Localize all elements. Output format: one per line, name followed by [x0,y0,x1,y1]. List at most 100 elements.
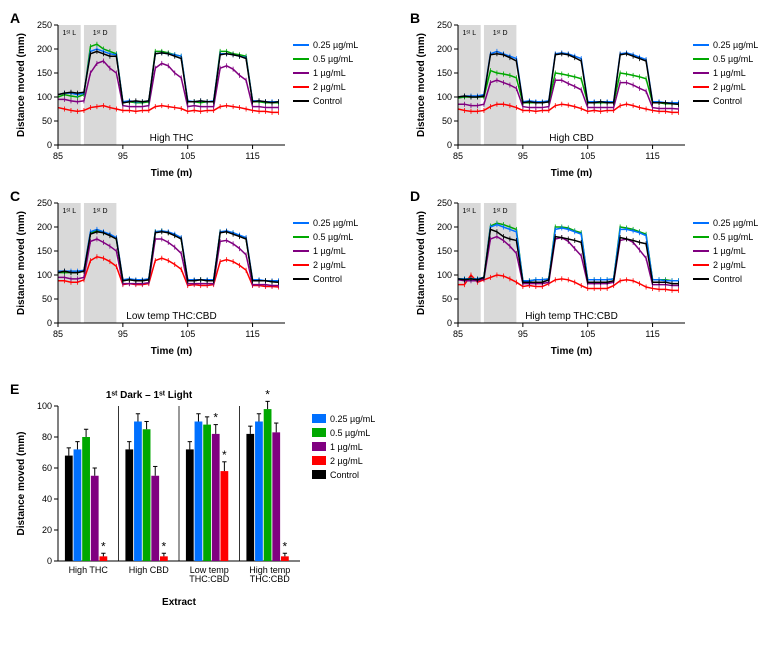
ytick-label: 40 [42,494,52,504]
ytick-label: 250 [37,20,52,30]
panel-b: B1ˢᵗ L1ˢᵗ D0501001502002508595105115Time… [410,10,770,180]
xgroup-label: High THC [69,565,109,575]
bar-title: 1ˢᵗ Dark – 1ˢᵗ Light [106,390,193,401]
xtick-label: 95 [118,329,128,339]
shade-light [458,25,481,145]
legend-label: 0.5 µg/mL [313,232,353,242]
panel-title: High CBD [549,133,593,144]
shade-light [58,203,81,323]
legend-label: 2 µg/mL [713,82,746,92]
y-axis-label: Distance moved (mm) [16,33,27,137]
ytick-label: 150 [437,68,452,78]
legend-label: 0.25 µg/mL [313,218,358,228]
ytick-label: 0 [447,140,452,150]
legend-label: 0.5 µg/mL [313,54,353,64]
legend-label: 0.25 µg/mL [330,414,375,424]
xtick-label: 95 [518,151,528,161]
ytick-label: 100 [37,270,52,280]
legend-label: 0.25 µg/mL [713,40,758,50]
bar-Low temp THC:CBD-ctrl [186,449,194,561]
panel-letter-e: E [10,381,19,397]
panel-e: E 1ˢᵗ Dark – 1ˢᵗ Light 0 20 40 60 80 100 Distanc… [10,381,390,611]
ytick-label: 150 [437,246,452,256]
ytick-label: 200 [437,222,452,232]
xtick-label: 115 [245,151,259,161]
legend-label: 2 µg/mL [313,82,346,92]
ytick-label: 0 [447,318,452,328]
legend-label: 2 µg/mL [330,456,363,466]
legend-swatch [312,456,326,465]
xtick-label: 85 [53,329,63,339]
ytick-label: 100 [437,270,452,280]
shade-label-light: 1ˢᵗ L [63,30,77,37]
line-chart: 1ˢᵗ L1ˢᵗ D0501001502002508595105115Time … [410,10,770,180]
panel-c: C1ˢᵗ L1ˢᵗ D0501001502002508595105115Time… [10,188,390,358]
y-axis-label: Distance moved (mm) [16,211,27,315]
ytick-label: 100 [37,401,52,411]
legend-label: Control [313,96,342,106]
xtick-label: 85 [453,329,463,339]
panel-title: High THC [150,133,194,144]
bar-High THC-c2 [99,556,107,561]
xtick-label: 95 [518,329,528,339]
bar-High CBD-c1 [151,476,159,561]
xgroup-label: THC:CBD [250,574,290,584]
ytick-label: 150 [37,68,52,78]
y-axis-label: Distance moved (mm) [16,432,27,536]
xgroup-label: THC:CBD [189,574,229,584]
line-chart: 1ˢᵗ L1ˢᵗ D0501001502002508595105115Time … [10,10,370,180]
shade-light [58,25,81,145]
significance-star: * [101,539,106,553]
ytick-label: 50 [442,294,452,304]
bar-Low temp THC:CBD-c025 [195,422,203,562]
panel-title: High temp THC:CBD [525,311,618,322]
shade-label-light: 1ˢᵗ L [463,30,477,37]
legend-label: Control [313,274,342,284]
significance-star: * [213,411,218,425]
y-axis-label: Distance moved (mm) [416,211,427,315]
ytick-label: 250 [437,20,452,30]
ytick-label: 80 [42,432,52,442]
legend-label: 0.25 µg/mL [713,218,758,228]
shade-light [458,203,481,323]
ytick-label: 200 [437,44,452,54]
x-axis-label: Extract [162,597,197,608]
shade-dark [484,203,516,323]
ytick-label: 150 [37,246,52,256]
legend-label: 1 µg/mL [330,442,363,452]
panel-letter-a: A [10,10,20,26]
ytick-label: 50 [42,294,52,304]
ytick-label: 0 [47,556,52,566]
shade-dark [84,25,116,145]
bar-High temp THC:CBD-c1 [272,432,280,561]
significance-star: * [265,387,270,401]
ytick-label: 50 [442,116,452,126]
panel-title: Low temp THC:CBD [126,311,216,322]
bar-High CBD-c05 [143,429,151,561]
ytick-label: 100 [437,92,452,102]
significance-star: * [162,539,167,553]
significance-star: * [222,448,227,462]
legend-label: 1 µg/mL [313,68,346,78]
xtick-label: 105 [580,329,595,339]
ytick-label: 20 [42,525,52,535]
ytick-label: 60 [42,463,52,473]
xtick-label: 95 [118,151,128,161]
shade-label-dark: 1ˢᵗ D [493,208,508,215]
x-axis-label: Time (m) [151,346,193,357]
panel-a: A1ˢᵗ L1ˢᵗ D0501001502002508595105115Time… [10,10,390,180]
xtick-label: 115 [245,329,259,339]
bar-High CBD-c2 [160,556,168,561]
significance-star: * [283,539,288,553]
x-axis-label: Time (m) [551,346,593,357]
legend-label: 1 µg/mL [713,246,746,256]
bar-High temp THC:CBD-c2 [281,556,289,561]
xtick-label: 115 [645,151,659,161]
shade-label-dark: 1ˢᵗ D [493,30,508,37]
legend-swatch [312,470,326,479]
legend-label: 2 µg/mL [313,260,346,270]
legend-label: 0.5 µg/mL [713,232,753,242]
xtick-label: 105 [180,329,195,339]
ytick-label: 0 [47,140,52,150]
ytick-label: 250 [37,198,52,208]
